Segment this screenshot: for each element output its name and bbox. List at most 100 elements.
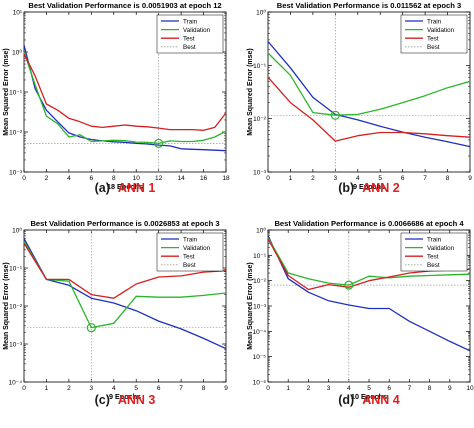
x-axis-label: 9 Epochs: [109, 392, 141, 401]
x-tick-label: 16: [200, 175, 208, 182]
legend-label-train: Train: [183, 18, 198, 25]
x-tick-label: 7: [423, 175, 427, 182]
chart-panel-4: Best Validation Performance is 0.0066686…: [247, 219, 474, 407]
legend-label-test: Test: [427, 36, 439, 43]
x-axis-label: 9 Epochs: [353, 182, 385, 191]
y-tick-label: 10⁰: [12, 49, 22, 57]
x-tick-label: 6: [387, 385, 391, 392]
x-tick-label: 8: [202, 385, 206, 392]
x-tick-label: 2: [67, 385, 71, 392]
y-axis-label: Mean Squared Error (mse): [247, 48, 254, 136]
caption-ann: ANN 4: [362, 393, 400, 407]
y-tick-label: 10⁻²: [253, 278, 267, 285]
y-tick-label: 10⁻⁴: [9, 380, 23, 387]
legend-label-best: Best: [183, 44, 196, 51]
best-marker: [86, 323, 96, 333]
series-line-train: [267, 235, 471, 352]
y-tick-label: 10⁻³: [9, 170, 23, 177]
series-line-validation: [267, 52, 471, 116]
caption-ann: ANN 2: [362, 181, 400, 195]
y-tick-label: 10⁻³: [253, 304, 267, 311]
legend-label-validation: Validation: [427, 27, 455, 34]
x-tick-label: 9: [448, 385, 452, 392]
caption-letter: (b): [338, 181, 354, 195]
series-line-train: [23, 238, 227, 350]
caption-ann: ANN 3: [118, 393, 156, 407]
y-tick-label: 10⁻¹: [253, 63, 267, 70]
x-tick-label: 4: [347, 385, 351, 392]
legend-label-test: Test: [183, 254, 195, 261]
y-tick-label: 10⁻¹: [9, 266, 23, 273]
legend-label-validation: Validation: [183, 245, 211, 252]
series-line-train: [23, 44, 227, 152]
series-line-train: [267, 41, 471, 148]
y-tick-label: 10¹: [13, 10, 23, 17]
series-line-test: [23, 53, 227, 131]
x-tick-label: 1: [45, 385, 49, 392]
x-tick-label: 8: [112, 175, 116, 182]
x-tick-label: 18: [222, 175, 230, 182]
x-tick-label: 12: [155, 175, 163, 182]
series-line-validation: [267, 237, 471, 286]
x-tick-label: 2: [45, 175, 49, 182]
legend-label-best: Best: [183, 262, 196, 269]
best-marker: [154, 138, 164, 148]
x-tick-label: 3: [327, 385, 331, 392]
y-tick-label: 10⁻⁵: [253, 354, 267, 361]
x-tick-label: 2: [307, 385, 311, 392]
chart-title: Best Validation Performance is 0.011562 …: [277, 1, 461, 10]
y-tick-label: 10⁻¹: [253, 253, 267, 260]
x-tick-label: 3: [334, 175, 338, 182]
panel-caption: (c) ANN 3: [95, 393, 156, 407]
legend-label-train: Train: [183, 236, 198, 243]
x-axis-label: 18 Epochs: [107, 182, 143, 191]
x-tick-label: 0: [266, 175, 270, 182]
y-tick-label: 10⁻³: [253, 170, 267, 177]
x-tick-label: 6: [90, 175, 94, 182]
y-tick-label: 10⁻⁴: [253, 329, 267, 336]
x-tick-label: 3: [90, 385, 94, 392]
y-tick-label: 10⁻²: [253, 116, 267, 123]
x-tick-label: 7: [408, 385, 412, 392]
panel-caption: (a) ANN 1: [95, 181, 156, 195]
x-tick-label: 14: [177, 175, 185, 182]
y-tick-label: 10⁰: [12, 227, 22, 235]
y-tick-label: 10⁻⁶: [253, 380, 267, 387]
x-tick-label: 0: [22, 175, 26, 182]
legend-label-validation: Validation: [183, 27, 211, 34]
series-line-test: [267, 76, 471, 142]
legend-label-best: Best: [427, 44, 440, 51]
x-tick-label: 4: [67, 175, 71, 182]
x-tick-label: 8: [446, 175, 450, 182]
caption-letter: (c): [95, 393, 110, 407]
caption-letter: (d): [338, 393, 354, 407]
x-axis-label: 10 Epochs: [351, 392, 387, 401]
y-tick-label: 10⁰: [256, 227, 266, 235]
x-tick-label: 4: [112, 385, 116, 392]
chart-panel-3: Best Validation Performance is 0.0026853…: [3, 219, 228, 407]
x-tick-label: 5: [378, 175, 382, 182]
y-tick-label: 10⁻³: [9, 342, 23, 349]
panel-caption: (b) ANN 2: [338, 181, 400, 195]
x-tick-label: 10: [133, 175, 141, 182]
series-line-validation: [23, 241, 227, 329]
x-tick-label: 7: [179, 385, 183, 392]
best-marker: [344, 280, 354, 290]
series-line-test: [23, 242, 227, 299]
x-tick-label: 5: [134, 385, 138, 392]
x-tick-label: 4: [356, 175, 360, 182]
y-tick-label: 10⁰: [256, 9, 266, 17]
x-tick-label: 10: [466, 385, 474, 392]
chart-title: Best Validation Performance is 0.0066686…: [274, 219, 464, 228]
legend-label-train: Train: [427, 236, 442, 243]
y-axis-label: Mean Squared Error (mse): [3, 262, 10, 350]
x-tick-label: 8: [428, 385, 432, 392]
chart-title: Best Validation Performance is 0.0051903…: [28, 1, 221, 10]
x-tick-label: 0: [22, 385, 26, 392]
x-tick-label: 0: [266, 385, 270, 392]
y-tick-label: 10⁻¹: [9, 90, 23, 97]
